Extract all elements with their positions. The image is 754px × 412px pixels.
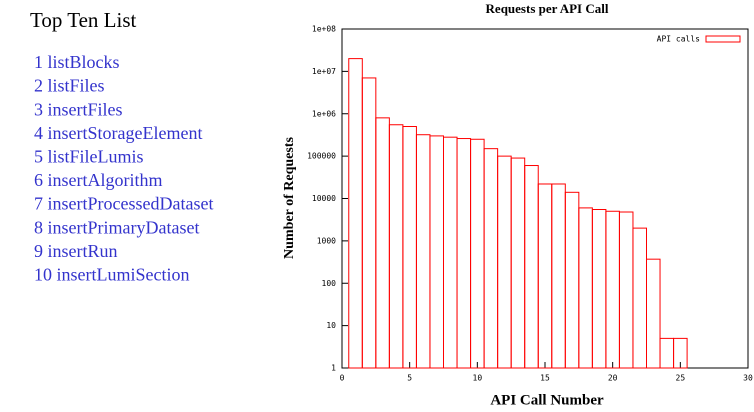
bar — [646, 258, 661, 369]
bar — [524, 165, 539, 369]
y-tick-label: 1e+07 — [312, 67, 336, 76]
x-tick-label: 30 — [743, 374, 753, 383]
legend-swatch — [705, 35, 741, 43]
list-item: 3 insertFiles — [34, 99, 123, 119]
list-item: 6 insertAlgorithm — [34, 170, 163, 190]
bar — [361, 77, 377, 369]
bar — [483, 148, 499, 369]
list-item: 1 listBlocks — [34, 52, 120, 72]
bar — [605, 210, 620, 369]
y-tick-label: 1e+08 — [312, 25, 336, 34]
bar — [673, 337, 688, 369]
bar — [564, 191, 580, 369]
x-tick-label: 5 — [407, 374, 412, 383]
x-tick-label: 15 — [540, 374, 550, 383]
list-item: 10 insertLumiSection — [34, 265, 189, 285]
y-tick-label: 100 — [322, 279, 337, 288]
list-item: 9 insertRun — [34, 241, 118, 261]
y-tick-label: 1000 — [317, 236, 336, 245]
chart-title: Requests per API Call — [486, 1, 609, 16]
x-tick-label: 20 — [608, 374, 618, 383]
bar — [388, 124, 404, 369]
bar — [659, 337, 675, 369]
x-tick-label: 25 — [676, 374, 686, 383]
y-tick-label: 100000 — [307, 152, 336, 161]
y-axis-label: Number of Requests — [282, 137, 297, 259]
bar — [551, 183, 566, 369]
bar — [510, 157, 526, 369]
bar — [578, 207, 593, 369]
y-tick-label: 1e+06 — [312, 109, 336, 118]
bar — [591, 209, 607, 369]
list-item: 2 listFiles — [34, 76, 105, 96]
y-tick-label: 10000 — [312, 194, 336, 203]
bar — [348, 58, 363, 369]
bar — [497, 155, 512, 369]
bar — [402, 126, 417, 369]
y-tick-label: 1 — [331, 364, 336, 373]
bar — [443, 136, 458, 369]
list-item: 7 insertProcessedDataset — [34, 194, 213, 214]
x-axis-label: API Call Number — [490, 392, 604, 408]
list-item: 8 insertPrimaryDataset — [34, 217, 199, 237]
list-item: 4 insertStorageElement — [34, 123, 202, 143]
bar — [537, 183, 553, 369]
bar — [632, 227, 648, 369]
bar — [429, 135, 445, 369]
y-tick-label: 10 — [326, 321, 336, 330]
bar — [456, 138, 472, 369]
x-tick-label: 10 — [473, 374, 483, 383]
bar — [470, 138, 485, 369]
bar — [618, 211, 634, 369]
list-item: 5 listFileLumis — [34, 147, 144, 167]
bar — [375, 117, 390, 369]
list-title: Top Ten List — [30, 8, 136, 32]
x-tick-label: 0 — [340, 374, 345, 383]
bar — [415, 134, 431, 369]
legend-label: API calls — [657, 35, 701, 44]
